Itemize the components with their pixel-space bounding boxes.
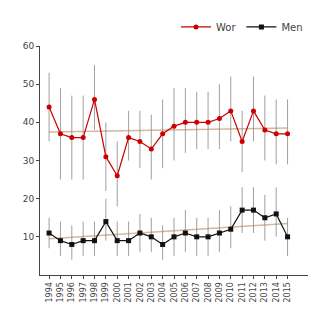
svg-text:2012: 2012 <box>249 282 258 302</box>
svg-text:2015: 2015 <box>283 282 292 302</box>
svg-text:2003: 2003 <box>147 282 156 302</box>
svg-text:2002: 2002 <box>136 282 145 302</box>
svg-text:60: 60 <box>23 41 35 51</box>
svg-text:1999: 1999 <box>101 282 110 302</box>
svg-text:Wor: Wor <box>216 22 236 33</box>
svg-text:2008: 2008 <box>204 282 213 302</box>
svg-text:1996: 1996 <box>67 282 76 302</box>
svg-text:30: 30 <box>23 156 35 166</box>
svg-text:50: 50 <box>23 79 35 89</box>
svg-text:1997: 1997 <box>79 282 88 302</box>
svg-text:2014: 2014 <box>272 282 281 302</box>
svg-text:2011: 2011 <box>238 282 247 302</box>
svg-text:2005: 2005 <box>170 282 179 302</box>
svg-text:1998: 1998 <box>90 282 99 302</box>
svg-text:2013: 2013 <box>260 282 269 302</box>
svg-text:40: 40 <box>23 117 35 127</box>
svg-text:2000: 2000 <box>113 282 122 302</box>
svg-text:10: 10 <box>23 232 35 242</box>
svg-text:1994: 1994 <box>45 282 54 302</box>
svg-text:2007: 2007 <box>192 282 201 302</box>
svg-text:2009: 2009 <box>215 282 224 302</box>
svg-text:2006: 2006 <box>181 282 190 302</box>
svg-text:2010: 2010 <box>226 282 235 302</box>
svg-text:2001: 2001 <box>124 282 133 302</box>
svg-text:Men: Men <box>281 22 302 33</box>
svg-text:1995: 1995 <box>56 282 65 302</box>
svg-text:2004: 2004 <box>158 282 167 302</box>
svg-text:20: 20 <box>23 194 35 204</box>
